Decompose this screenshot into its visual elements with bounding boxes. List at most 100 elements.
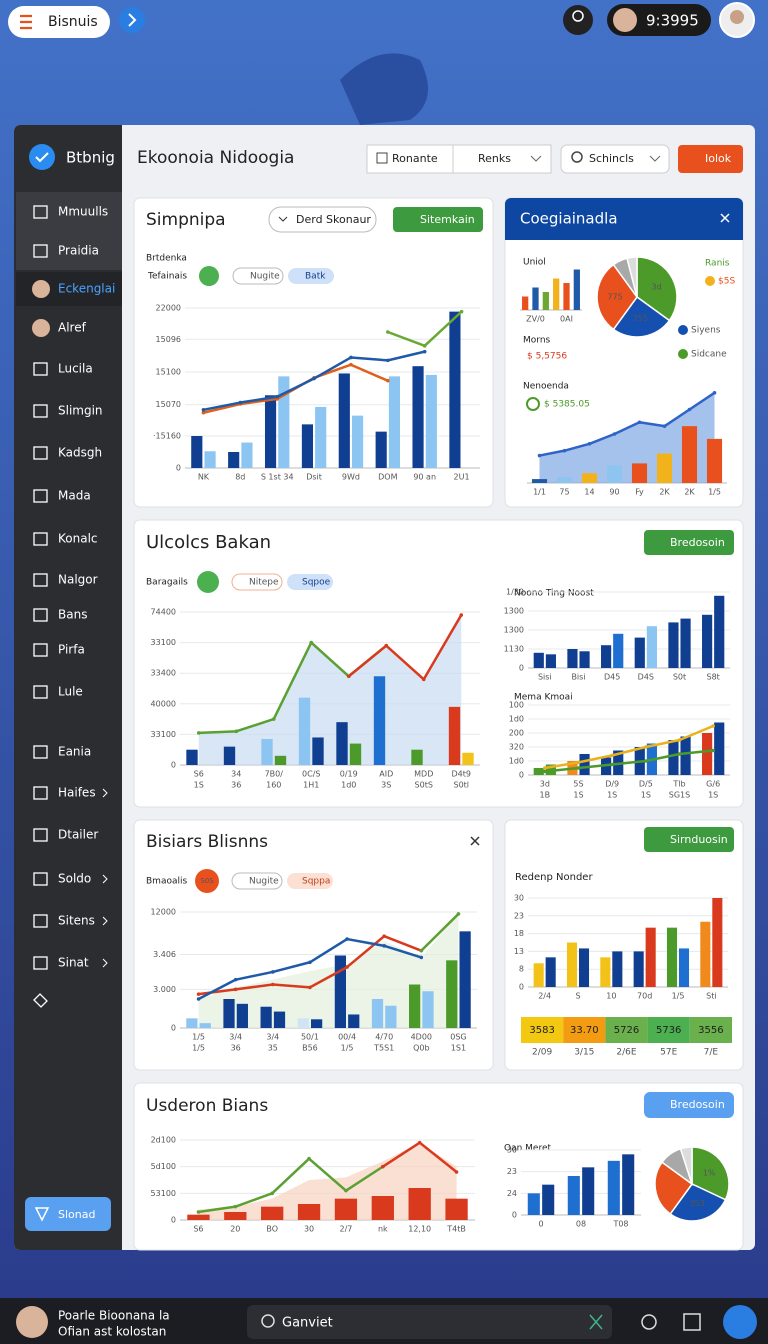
x-tick-label: Fy xyxy=(635,488,644,497)
legend-pill[interactable] xyxy=(288,268,334,284)
line-point xyxy=(196,997,201,1001)
settings-icon[interactable] xyxy=(641,1314,657,1330)
forward-button[interactable] xyxy=(119,7,145,33)
x-tick-label: 3/4 xyxy=(266,1033,279,1042)
x-tick-label: 9Wd xyxy=(342,473,360,482)
slice-label: 3d xyxy=(652,283,662,292)
bar xyxy=(223,999,235,1028)
strip-value: 33.70 xyxy=(570,1025,599,1036)
stat-value: $ 5,5756 xyxy=(527,352,567,362)
line-point xyxy=(537,453,542,458)
strip-value: 5726 xyxy=(614,1025,639,1036)
line-point xyxy=(454,1170,459,1174)
x-tick-label: 0C/S xyxy=(302,770,320,779)
legend-pill[interactable] xyxy=(232,267,284,285)
x-tick-label: 30 xyxy=(304,1225,314,1234)
line-point xyxy=(712,391,717,395)
x-tick-sublabel: 1H1 xyxy=(303,781,319,790)
x-tick-label: S 1st 34 xyxy=(261,473,294,482)
pie-slice xyxy=(654,1161,694,1215)
item-icon xyxy=(33,956,48,970)
line xyxy=(420,913,460,952)
line-point xyxy=(419,948,424,953)
x-tick-label: 0/19 xyxy=(340,770,358,779)
legend-pill[interactable] xyxy=(231,573,283,591)
legend-dot xyxy=(678,349,688,359)
item-icon xyxy=(33,573,48,587)
x-tick-label: 3d xyxy=(540,780,550,789)
bar xyxy=(681,426,698,483)
app-pill[interactable] xyxy=(8,6,110,38)
line xyxy=(198,1157,384,1214)
legend-label: Sqpoe xyxy=(302,578,331,588)
clock: 9:3995 xyxy=(646,12,699,30)
bar xyxy=(408,1188,431,1220)
legend-pill[interactable] xyxy=(231,872,283,890)
y-tick-label: 15100 xyxy=(156,368,181,377)
bar xyxy=(700,921,711,987)
line-point xyxy=(307,1156,311,1161)
header-button[interactable] xyxy=(366,144,454,174)
bar xyxy=(241,442,253,468)
line-point xyxy=(196,731,201,735)
legend-label: Nitepe xyxy=(249,578,279,588)
line-point xyxy=(637,420,642,425)
area xyxy=(198,615,462,765)
legend-pill[interactable] xyxy=(287,574,333,590)
card xyxy=(133,197,494,508)
chart-title: Noono Ting Noost xyxy=(514,589,594,599)
pie-slice xyxy=(596,263,638,331)
y-tick-label: 1d0 xyxy=(509,715,524,724)
bar xyxy=(545,957,556,987)
search-box[interactable] xyxy=(247,1305,612,1339)
close-icon[interactable] xyxy=(720,213,730,223)
menu-icon[interactable] xyxy=(20,14,32,30)
pie-slice xyxy=(612,295,671,338)
x-tick-label: S6 xyxy=(193,1225,203,1234)
x-tick-label: Sti xyxy=(706,992,716,1001)
sidebar-item: Soldo xyxy=(58,872,91,886)
x-tick-label: nk xyxy=(378,1225,388,1234)
sidebar-item: Alref xyxy=(58,321,87,335)
pie-slice xyxy=(636,256,678,322)
tool-icon[interactable] xyxy=(589,1314,603,1330)
bar xyxy=(446,960,458,1028)
header-button-primary[interactable] xyxy=(678,145,743,173)
profile-button[interactable] xyxy=(563,5,593,35)
legend-pill[interactable] xyxy=(287,873,333,889)
x-tick-label: BO xyxy=(266,1225,278,1234)
x-tick-sublabel: 36 xyxy=(231,1044,241,1053)
bar xyxy=(582,1167,595,1215)
bar xyxy=(656,453,673,483)
bar xyxy=(412,366,424,468)
sidebar-button[interactable] xyxy=(25,1197,111,1231)
x-tick-label: 5S xyxy=(573,780,583,789)
search-button[interactable] xyxy=(560,144,670,174)
y-tick-label: 8 xyxy=(519,965,524,974)
card-button[interactable] xyxy=(644,530,734,555)
profile-icon xyxy=(572,10,584,22)
avatar[interactable] xyxy=(16,1306,48,1338)
card-title: Ulcolcs Bakan xyxy=(146,532,271,553)
strip-label: 2/09 xyxy=(532,1048,552,1058)
slice-label: 1% xyxy=(703,1169,716,1178)
dropdown[interactable] xyxy=(268,206,377,233)
bar xyxy=(186,1018,198,1028)
card-button[interactable] xyxy=(644,827,734,852)
bag-icon[interactable] xyxy=(683,1313,701,1331)
card-button[interactable] xyxy=(393,207,483,232)
x-tick-sublabel: 1/5 xyxy=(192,1044,205,1053)
bar xyxy=(298,697,311,765)
line-point xyxy=(275,394,279,399)
dropdown-arrow xyxy=(649,155,661,162)
line-point xyxy=(382,944,386,948)
card-button[interactable] xyxy=(644,1092,734,1118)
line-point xyxy=(419,955,424,960)
sidebar-item: Konalc xyxy=(58,532,98,546)
pie-slice xyxy=(669,1183,727,1222)
item-icon xyxy=(33,643,48,657)
action-button[interactable] xyxy=(723,1305,757,1339)
close-icon[interactable] xyxy=(470,836,480,846)
line-point xyxy=(345,937,349,941)
x-tick-label: D/5 xyxy=(639,780,653,789)
